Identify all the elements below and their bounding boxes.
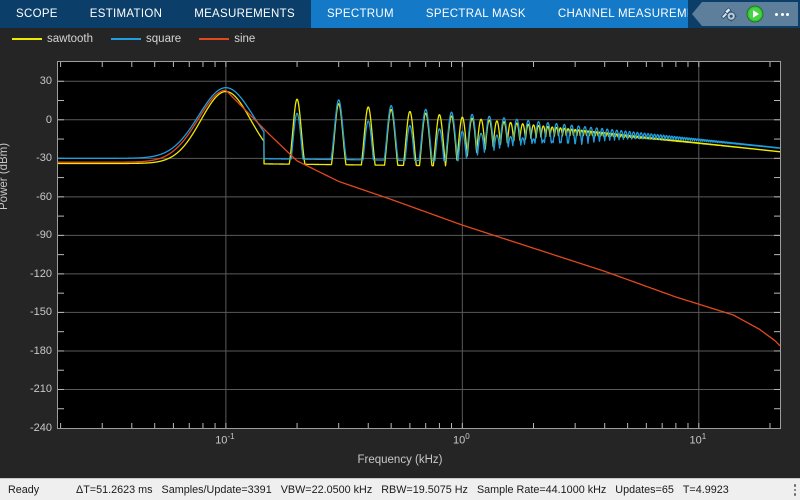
y-tick-label: -180 (29, 344, 52, 357)
status-bar: Ready ΔT=51.2623 ms Samples/Update=3391 … (0, 478, 800, 500)
x-tick-mantissa: 10 (215, 434, 228, 447)
legend-swatch-sine (199, 38, 230, 40)
x-tick-exponent: 1 (701, 432, 707, 441)
status-field-sample-rate: Sample Rate=44.1000 kHz (476, 483, 607, 496)
legend-label-sawtooth: sawtooth (47, 33, 94, 45)
tab-estimation[interactable]: ESTIMATION (73, 0, 179, 28)
tab-bar: SCOPE ESTIMATION MEASUREMENTS SPECTRUM S… (0, 0, 800, 28)
y-tick-label: 30 (39, 75, 52, 88)
tab-estimation-label: ESTIMATION (89, 8, 163, 20)
legend-item-sine[interactable]: sine (199, 33, 255, 45)
legend-swatch-sawtooth (12, 38, 42, 40)
x-tick-label: 101 (689, 432, 706, 447)
x-tick-exponent: 0 (465, 432, 470, 441)
toolbar-zone (688, 0, 800, 28)
status-field-delta-t: ΔT=51.2623 ms (76, 483, 153, 496)
legend-label-square: square (146, 33, 182, 45)
status-field-updates: Updates=65 (615, 483, 674, 496)
tab-spectrum[interactable]: SPECTRUM (310, 0, 410, 28)
more-options-icon[interactable] (772, 4, 792, 24)
y-tick-label: 0 (45, 113, 52, 126)
tab-spectral-mask-label: SPECTRAL MASK (425, 8, 526, 20)
y-axis-ticks: 30 0 -30 -60 -90 -120 -150 -180 -210 -240 (0, 61, 52, 434)
tab-measurements[interactable]: MEASUREMENTS (178, 0, 311, 28)
y-tick-label: -210 (29, 383, 52, 396)
x-axis-label: Frequency (kHz) (357, 454, 443, 466)
legend: sawtooth square sine (0, 28, 800, 50)
x-tick-exponent: -1 (227, 432, 235, 441)
tab-channel-measurements-label: CHANNEL MEASUREMENTS (557, 8, 719, 20)
spectrum-traces (58, 62, 780, 428)
legend-item-sawtooth[interactable]: sawtooth (12, 33, 93, 45)
status-bar-grip[interactable] (793, 482, 796, 498)
tab-measurements-label: MEASUREMENTS (194, 8, 295, 20)
quick-toolbar (692, 2, 798, 26)
y-tick-label: -90 (36, 229, 52, 242)
tab-spectral-mask[interactable]: SPECTRAL MASK (409, 0, 542, 28)
legend-swatch-square (111, 38, 142, 40)
legend-label-sine: sine (234, 33, 256, 45)
status-fields: ΔT=51.2623 ms Samples/Update=3391 VBW=22… (76, 484, 729, 496)
run-icon[interactable] (745, 4, 765, 24)
x-tick-mantissa: 10 (689, 434, 702, 447)
y-tick-label: -150 (29, 306, 52, 319)
y-tick-label: -60 (36, 190, 52, 203)
x-tick-label: 100 (453, 432, 470, 447)
x-tick-label: 10-1 (215, 432, 234, 447)
y-tick-label: -30 (36, 152, 52, 165)
status-field-t: T=4.9923 (682, 483, 729, 496)
plot-area: Power (dBm) 30 0 -30 -60 -90 -120 -150 -180 -210… (0, 50, 800, 478)
y-tick-label: -120 (29, 267, 52, 280)
tab-spectrum-label: SPECTRUM (326, 8, 394, 20)
status-field-rbw: RBW=19.5075 Hz (381, 483, 468, 496)
chart-canvas[interactable] (57, 61, 781, 429)
y-tick-label: -240 (29, 422, 52, 434)
tab-scope-label: SCOPE (16, 8, 58, 20)
tab-scope[interactable]: SCOPE (0, 0, 74, 28)
x-tick-mantissa: 10 (452, 434, 466, 447)
status-field-samples-update: Samples/Update=3391 (161, 483, 272, 496)
configure-icon[interactable] (718, 4, 738, 24)
x-axis-ticks: 10-1 100 101 (0, 432, 800, 454)
status-state: Ready (8, 483, 40, 496)
status-field-vbw: VBW=22.0500 kHz (280, 483, 373, 496)
legend-item-square[interactable]: square (111, 33, 181, 45)
